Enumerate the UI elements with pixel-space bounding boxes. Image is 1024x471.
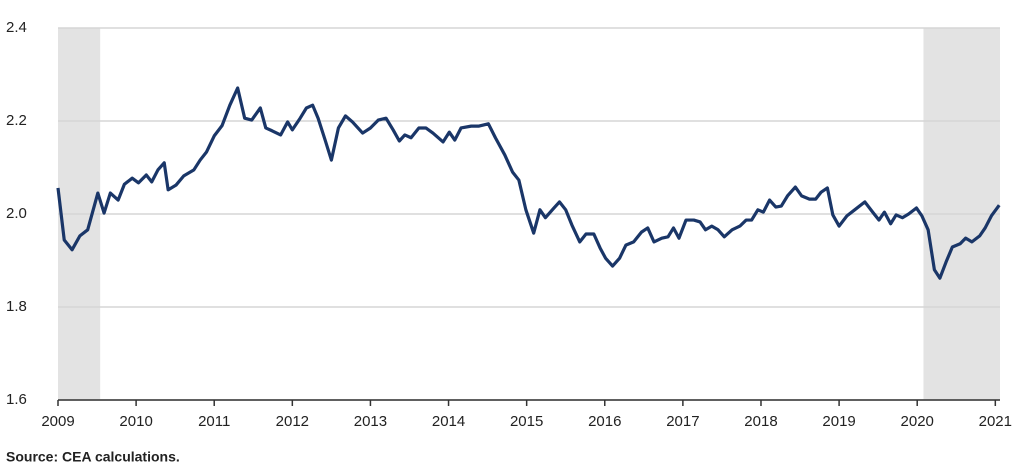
y-tick-label: 2.0	[6, 205, 27, 222]
x-tick-label: 2015	[510, 413, 543, 430]
x-tick-label: 2014	[432, 413, 465, 430]
x-tick-label: 2019	[822, 413, 855, 430]
y-tick-label: 1.8	[6, 298, 27, 315]
x-tick-label: 2013	[354, 413, 387, 430]
y-tick-label: 1.6	[6, 391, 27, 408]
y-tick-label: 2.4	[6, 19, 27, 36]
x-tick-label: 2020	[901, 413, 934, 430]
x-tick-label: 2016	[588, 413, 621, 430]
x-tick-label: 2021	[979, 413, 1012, 430]
data-line	[56, 86, 1001, 280]
x-tick-label: 2012	[276, 413, 309, 430]
y-tick-label: 2.2	[6, 112, 27, 129]
x-tick-label: 2011	[198, 413, 230, 430]
x-tick-label: 2010	[119, 413, 152, 430]
x-tick-label: 2018	[744, 413, 777, 430]
source-note: Source: CEA calculations.	[6, 449, 180, 465]
x-tick-label: 2017	[666, 413, 699, 430]
x-tick-label: 2009	[41, 413, 74, 430]
